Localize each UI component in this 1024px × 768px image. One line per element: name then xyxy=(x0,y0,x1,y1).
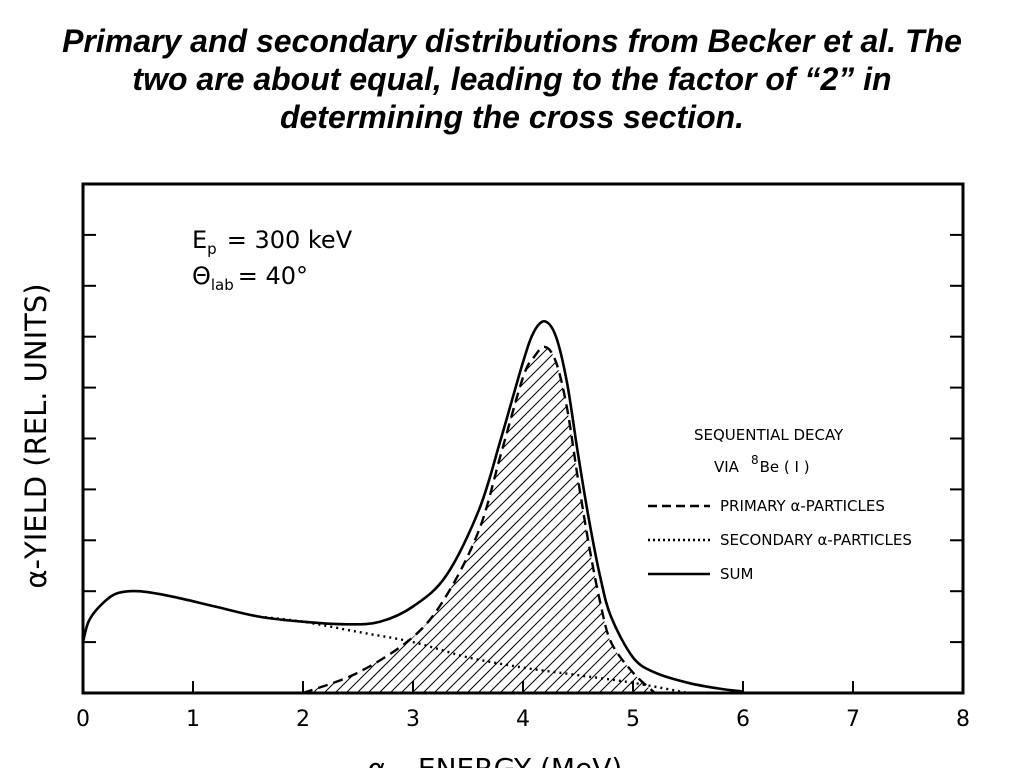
hatch-line xyxy=(841,173,1024,693)
hatch-line xyxy=(863,173,1024,693)
y-axis-label: α-YIELD (REL. UNITS) xyxy=(19,283,53,588)
beam-annotation: Ep = 300 keV Θlab = 40° xyxy=(192,226,353,294)
hatch-line xyxy=(874,173,1024,693)
hatch-line xyxy=(918,173,1024,693)
hatch-line xyxy=(973,173,1024,693)
spectrum-chart: 0 1 2 3 4 5 6 7 8 Ep = 300 keV Θlab = 40° SEQUENTI… xyxy=(0,173,1024,768)
hatch-line xyxy=(455,346,655,693)
hatch-line xyxy=(433,346,655,693)
hatch-line xyxy=(303,346,614,693)
hatch-line xyxy=(411,346,655,693)
hatch-line xyxy=(896,173,1024,693)
hatch-line xyxy=(303,346,449,693)
x-tick-label: 8 xyxy=(956,707,970,732)
legend-heading-1: SEQUENTIAL DECAY xyxy=(694,426,844,444)
title-line-3: determining the cross section. xyxy=(279,99,745,135)
legend-heading-2: VIA 8Be ( I ) xyxy=(714,453,810,476)
hatch-line xyxy=(852,173,1024,693)
hatch-line xyxy=(830,173,1024,693)
x-tick-label: 5 xyxy=(626,707,640,732)
hatch-line xyxy=(477,346,655,693)
x-tick-label: 2 xyxy=(296,707,310,732)
hatch-line xyxy=(885,173,1024,693)
x-ticks xyxy=(82,681,964,693)
hatch-line xyxy=(1006,173,1024,693)
hatch-line xyxy=(422,346,655,693)
hatch-line xyxy=(962,173,1024,693)
hatch-line xyxy=(819,173,1024,693)
hatch-line xyxy=(940,173,1024,693)
hatch-line xyxy=(0,173,118,693)
legend-label-sum: SUM xyxy=(720,565,753,583)
annotation-energy: Ep = 300 keV xyxy=(192,226,353,258)
legend: SEQUENTIAL DECAY VIA 8Be ( I ) PRIMARY α-… xyxy=(648,426,912,583)
hatch-line xyxy=(466,346,655,693)
hatch-line xyxy=(0,173,8,693)
x-axis-label: α – ENERGY (MeV) xyxy=(368,752,623,768)
x-tick-label: 4 xyxy=(516,707,530,732)
x-tick-label: 7 xyxy=(846,707,860,732)
legend-label-primary: PRIMARY α-PARTICLES xyxy=(720,497,885,515)
y-ticks xyxy=(83,233,963,644)
x-tick-label: 3 xyxy=(406,707,420,732)
hatch-line xyxy=(510,346,655,693)
hatch-region xyxy=(0,173,1024,693)
hatch-line xyxy=(488,346,655,693)
hatch-line xyxy=(1017,173,1024,693)
series-line-dotted xyxy=(258,615,689,693)
hatch-line xyxy=(0,173,19,693)
hatch-line xyxy=(907,173,1024,693)
hatch-line xyxy=(499,346,655,693)
legend-label-secondary: SECONDARY α-PARTICLES xyxy=(720,531,912,549)
series-line-solid xyxy=(83,320,744,693)
series-line-dashed xyxy=(302,345,656,693)
series-layer xyxy=(83,320,744,693)
hatch-line xyxy=(303,346,625,693)
x-tick-label: 1 xyxy=(186,707,200,732)
x-tick-label: 0 xyxy=(76,707,90,732)
slide-title: Primary and secondary distributions from… xyxy=(0,22,1024,136)
annotation-angle: Θlab = 40° xyxy=(192,262,308,294)
x-tick-label: 6 xyxy=(736,707,750,732)
x-tick-labels: 0 1 2 3 4 5 6 7 8 xyxy=(76,707,970,732)
hatch-line xyxy=(400,346,655,693)
hatch-line xyxy=(444,346,655,693)
hatch-line xyxy=(303,346,438,693)
title-line-2: two are about equal, leading to the fact… xyxy=(132,61,892,97)
hatch-line xyxy=(929,173,1024,693)
hatch-line xyxy=(984,173,1024,693)
title-line-1: Primary and secondary distributions from… xyxy=(62,23,962,59)
hatch-line xyxy=(995,173,1024,693)
